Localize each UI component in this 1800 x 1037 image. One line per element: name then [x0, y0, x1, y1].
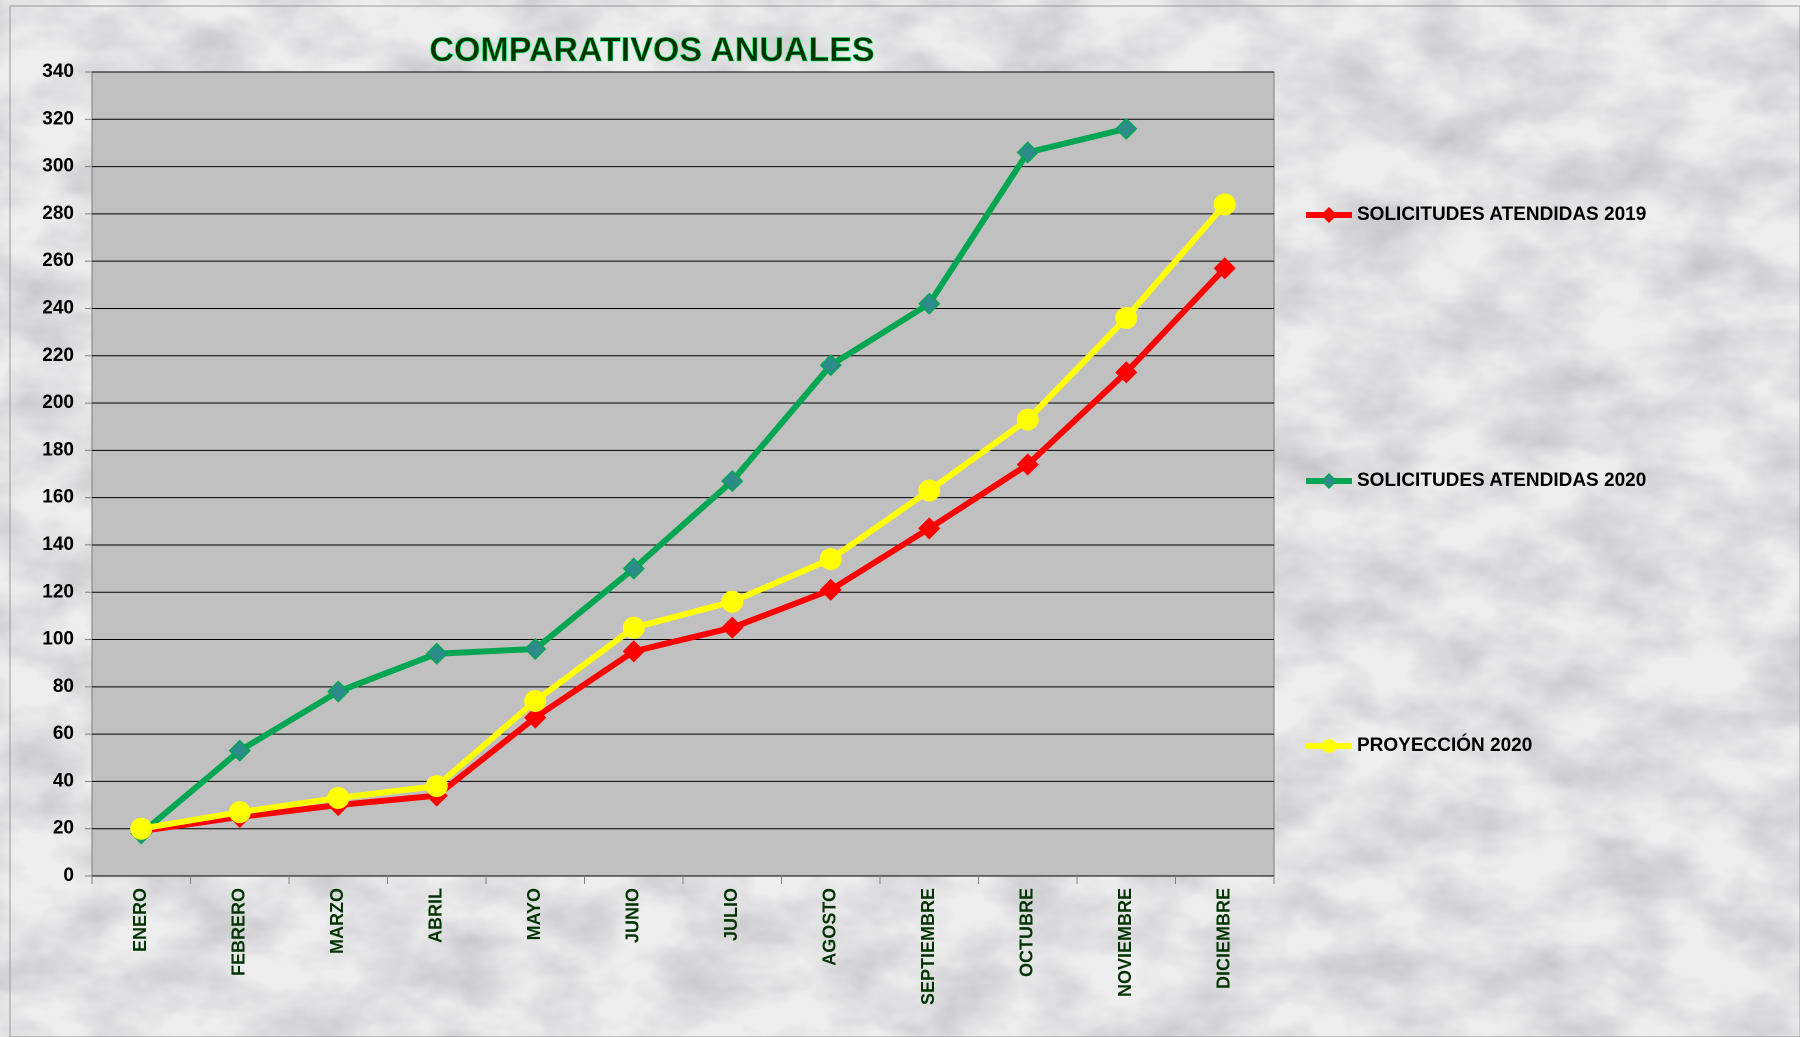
point [622, 640, 645, 663]
point [819, 578, 842, 601]
point [425, 775, 448, 798]
point [622, 616, 645, 639]
point [721, 590, 744, 613]
point [1213, 193, 1236, 216]
point [1115, 117, 1138, 140]
point [228, 739, 251, 762]
y-tick-label: 340 [42, 61, 74, 82]
x-tick-label: JUNIO [623, 888, 643, 943]
legend-marker [1320, 206, 1338, 224]
legend-marker [1320, 472, 1338, 490]
y-tick-label: 140 [42, 534, 74, 555]
x-tick-label: SEPTIEMBRE [918, 888, 938, 1005]
y-tick-label: 160 [42, 487, 74, 508]
plot-area [91, 71, 1275, 877]
point [819, 548, 842, 571]
point [327, 786, 350, 809]
point [1115, 361, 1138, 384]
point [524, 637, 547, 661]
point [1115, 306, 1138, 329]
y-tick-label: 240 [42, 297, 74, 318]
point [918, 517, 941, 540]
x-tick-label: JULIO [721, 888, 741, 941]
y-tick-label: 280 [42, 203, 74, 224]
y-tick-label: 80 [53, 676, 74, 697]
x-tick-label: DICIEMBRE [1214, 888, 1234, 989]
x-tick-label: NOVIEMBRE [1115, 888, 1135, 997]
series-line [140, 266, 1227, 835]
point [1016, 408, 1039, 431]
point [228, 801, 251, 824]
chart-border [9, 5, 1800, 1037]
series-line [140, 202, 1228, 832]
point [622, 557, 645, 580]
y-tick-label: 180 [42, 439, 74, 460]
y-tick-label: 320 [42, 108, 74, 129]
point [721, 470, 744, 493]
x-tick-label: OCTUBRE [1017, 888, 1037, 977]
point [1213, 257, 1236, 280]
point [524, 690, 547, 713]
point [1016, 141, 1039, 164]
x-tick-label: AGOSTO [820, 888, 840, 966]
point [819, 354, 842, 377]
y-tick-label: 60 [53, 723, 74, 744]
chart-title: COMPARATIVOS ANUALES [429, 31, 874, 69]
y-tick-label: 20 [53, 818, 74, 839]
point [130, 817, 153, 840]
y-tick-label: 220 [42, 345, 74, 366]
point [918, 479, 941, 502]
legend-label: SOLICITUDES ATENDIDAS 2020 [1357, 470, 1646, 491]
point [327, 680, 350, 703]
point [425, 642, 448, 665]
y-tick-label: 260 [42, 250, 74, 271]
y-tick-label: 0 [63, 865, 74, 886]
legend-marker [1322, 739, 1336, 753]
y-tick-label: 120 [42, 581, 74, 602]
y-tick-label: 200 [42, 392, 74, 413]
y-tick-label: 40 [53, 770, 74, 791]
legend-label: SOLICITUDES ATENDIDAS 2019 [1357, 204, 1646, 225]
point [1016, 453, 1039, 476]
x-tick-label: FEBRERO [229, 888, 249, 976]
y-tick-label: 100 [42, 629, 74, 650]
x-tick-label: ENERO [130, 888, 150, 952]
y-tick-label: 300 [42, 156, 74, 177]
point [721, 616, 744, 639]
x-tick-label: MARZO [327, 888, 347, 954]
point [918, 292, 941, 315]
point [524, 706, 547, 729]
x-tick-label: MAYO [524, 888, 544, 940]
x-tick-label: ABRIL [426, 888, 446, 943]
legend-label: PROYECCIÓN 2020 [1357, 734, 1532, 756]
